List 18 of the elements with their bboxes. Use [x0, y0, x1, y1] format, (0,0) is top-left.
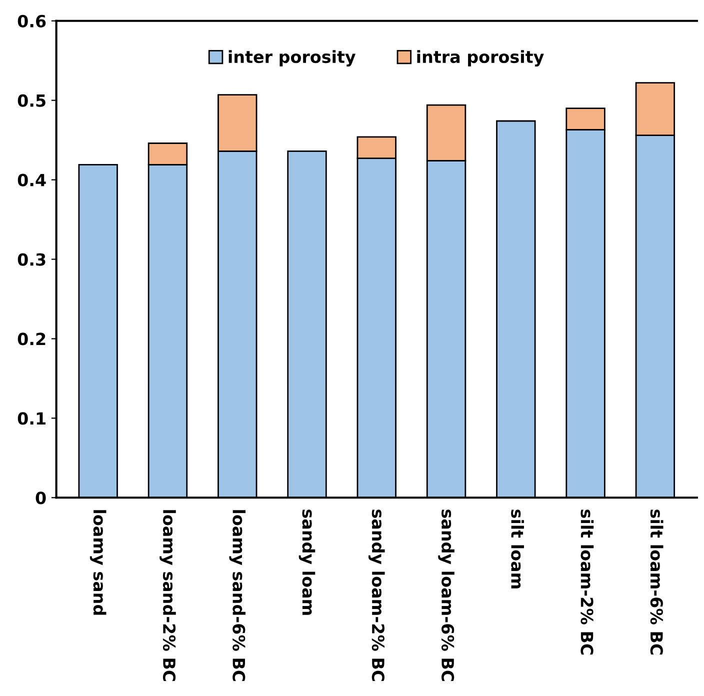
x-tick-label: loamy sand — [90, 510, 106, 615]
y-tick-label: 0.6 — [18, 14, 46, 28]
legend-label: inter porosity — [228, 50, 356, 66]
x-tick-label: silt loam-6% BC — [650, 510, 664, 655]
x-tick-label: loamy sand-2% BC — [160, 510, 176, 682]
x-tick-label: silt loam — [511, 510, 524, 588]
x-tick-label: loamy sand-6% BC — [229, 510, 246, 682]
x-tick-label: sandy loam-2% BC — [368, 510, 385, 682]
x-tick-label: silt loam-2% BC — [580, 510, 594, 655]
x-tick-label: sandy loam-6% BC — [438, 510, 454, 682]
legend-label: intra porosity — [417, 50, 544, 66]
x-tick-label: sandy loam — [298, 510, 316, 615]
y-tick-label: 0.1 — [18, 412, 46, 425]
y-tick-label: 0.4 — [18, 174, 46, 186]
y-tick-label: 0 — [36, 492, 46, 504]
y-tick-label: 0.3 — [18, 253, 46, 266]
y-tick-label: 0.2 — [18, 332, 46, 346]
y-tick-label: 0.5 — [18, 94, 46, 107]
